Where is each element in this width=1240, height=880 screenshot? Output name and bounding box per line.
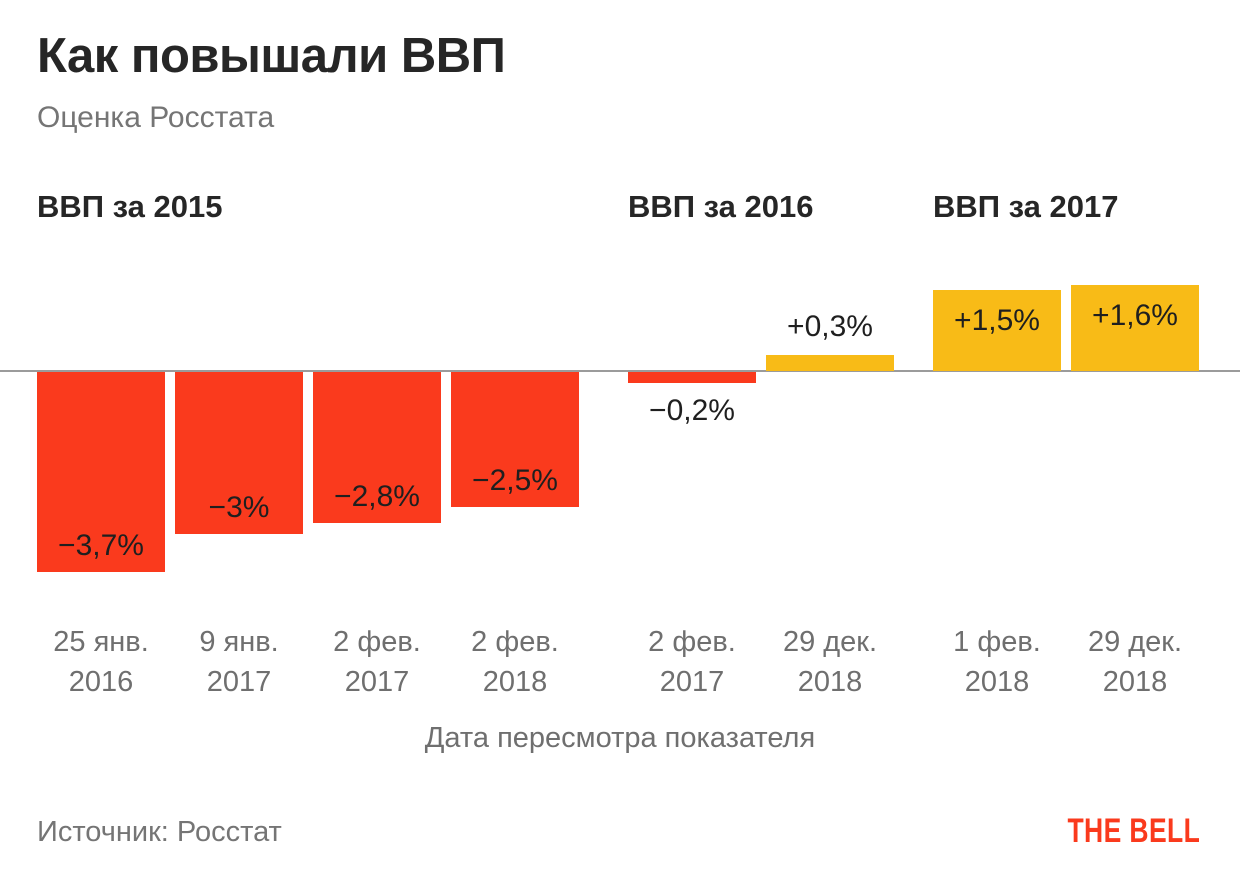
- bar-value-label: −2,5%: [472, 464, 558, 497]
- chart-subtitle: Оценка Росстата: [37, 101, 275, 134]
- date-label: 25 янв. 2016: [11, 622, 191, 702]
- bar: [628, 372, 756, 383]
- date-line: 2 фев.: [648, 626, 736, 658]
- date-year: 2017: [206, 666, 272, 699]
- bar: [451, 372, 579, 507]
- date-line: 2 фев.: [333, 626, 421, 658]
- bar-value-label: +1,5%: [954, 304, 1040, 337]
- date-year: 2018: [797, 666, 863, 699]
- bar-value-label: −0,2%: [649, 394, 735, 427]
- date-year: 2017: [344, 666, 410, 699]
- bar: [1071, 285, 1199, 371]
- date-year: 2018: [1102, 666, 1168, 699]
- date-line: 2 фев.: [471, 626, 559, 658]
- date-label: 9 янв. 2017: [149, 622, 329, 702]
- bar-value-label: −2,8%: [334, 480, 420, 513]
- bar-value-label: −3,7%: [58, 529, 144, 562]
- date-year: 2016: [68, 666, 134, 699]
- group-header: ВВП за 2017: [933, 189, 1119, 224]
- date-line: 9 янв.: [199, 626, 279, 658]
- chart-title: Как повышали ВВП: [37, 29, 506, 83]
- bar: [175, 372, 303, 534]
- the-bell-logo: THE BELL: [1067, 812, 1200, 850]
- date-year: 2017: [659, 666, 725, 699]
- date-label: 2 фев. 2017: [287, 622, 467, 702]
- source-note: Источник: Росстат: [37, 816, 282, 848]
- group-header: ВВП за 2015: [37, 189, 223, 224]
- date-year: 2018: [482, 666, 548, 699]
- date-line: 25 янв.: [53, 626, 149, 658]
- date-year: 2018: [964, 666, 1030, 699]
- bar-value-label: +0,3%: [787, 310, 873, 343]
- zero-axis-line: [0, 370, 1240, 372]
- date-line: 29 дек.: [782, 626, 878, 658]
- date-label: 2 фев. 2018: [425, 622, 605, 702]
- group-header: ВВП за 2016: [628, 189, 814, 224]
- bar: [37, 372, 165, 572]
- bar-value-label: +1,6%: [1092, 299, 1178, 332]
- date-label: 1 фев. 2018: [907, 622, 1087, 702]
- date-label: 29 дек. 2018: [1045, 622, 1225, 702]
- date-label: 29 дек. 2018: [740, 622, 920, 702]
- bar: [933, 290, 1061, 371]
- date-line: 1 фев.: [953, 626, 1041, 658]
- date-line: 29 дек.: [1087, 626, 1183, 658]
- x-axis-title: Дата пересмотра показателя: [424, 722, 816, 754]
- date-label: 2 фев. 2017: [602, 622, 782, 702]
- bar-value-label: −3%: [208, 491, 270, 524]
- bar: [313, 372, 441, 523]
- bar: [766, 355, 894, 371]
